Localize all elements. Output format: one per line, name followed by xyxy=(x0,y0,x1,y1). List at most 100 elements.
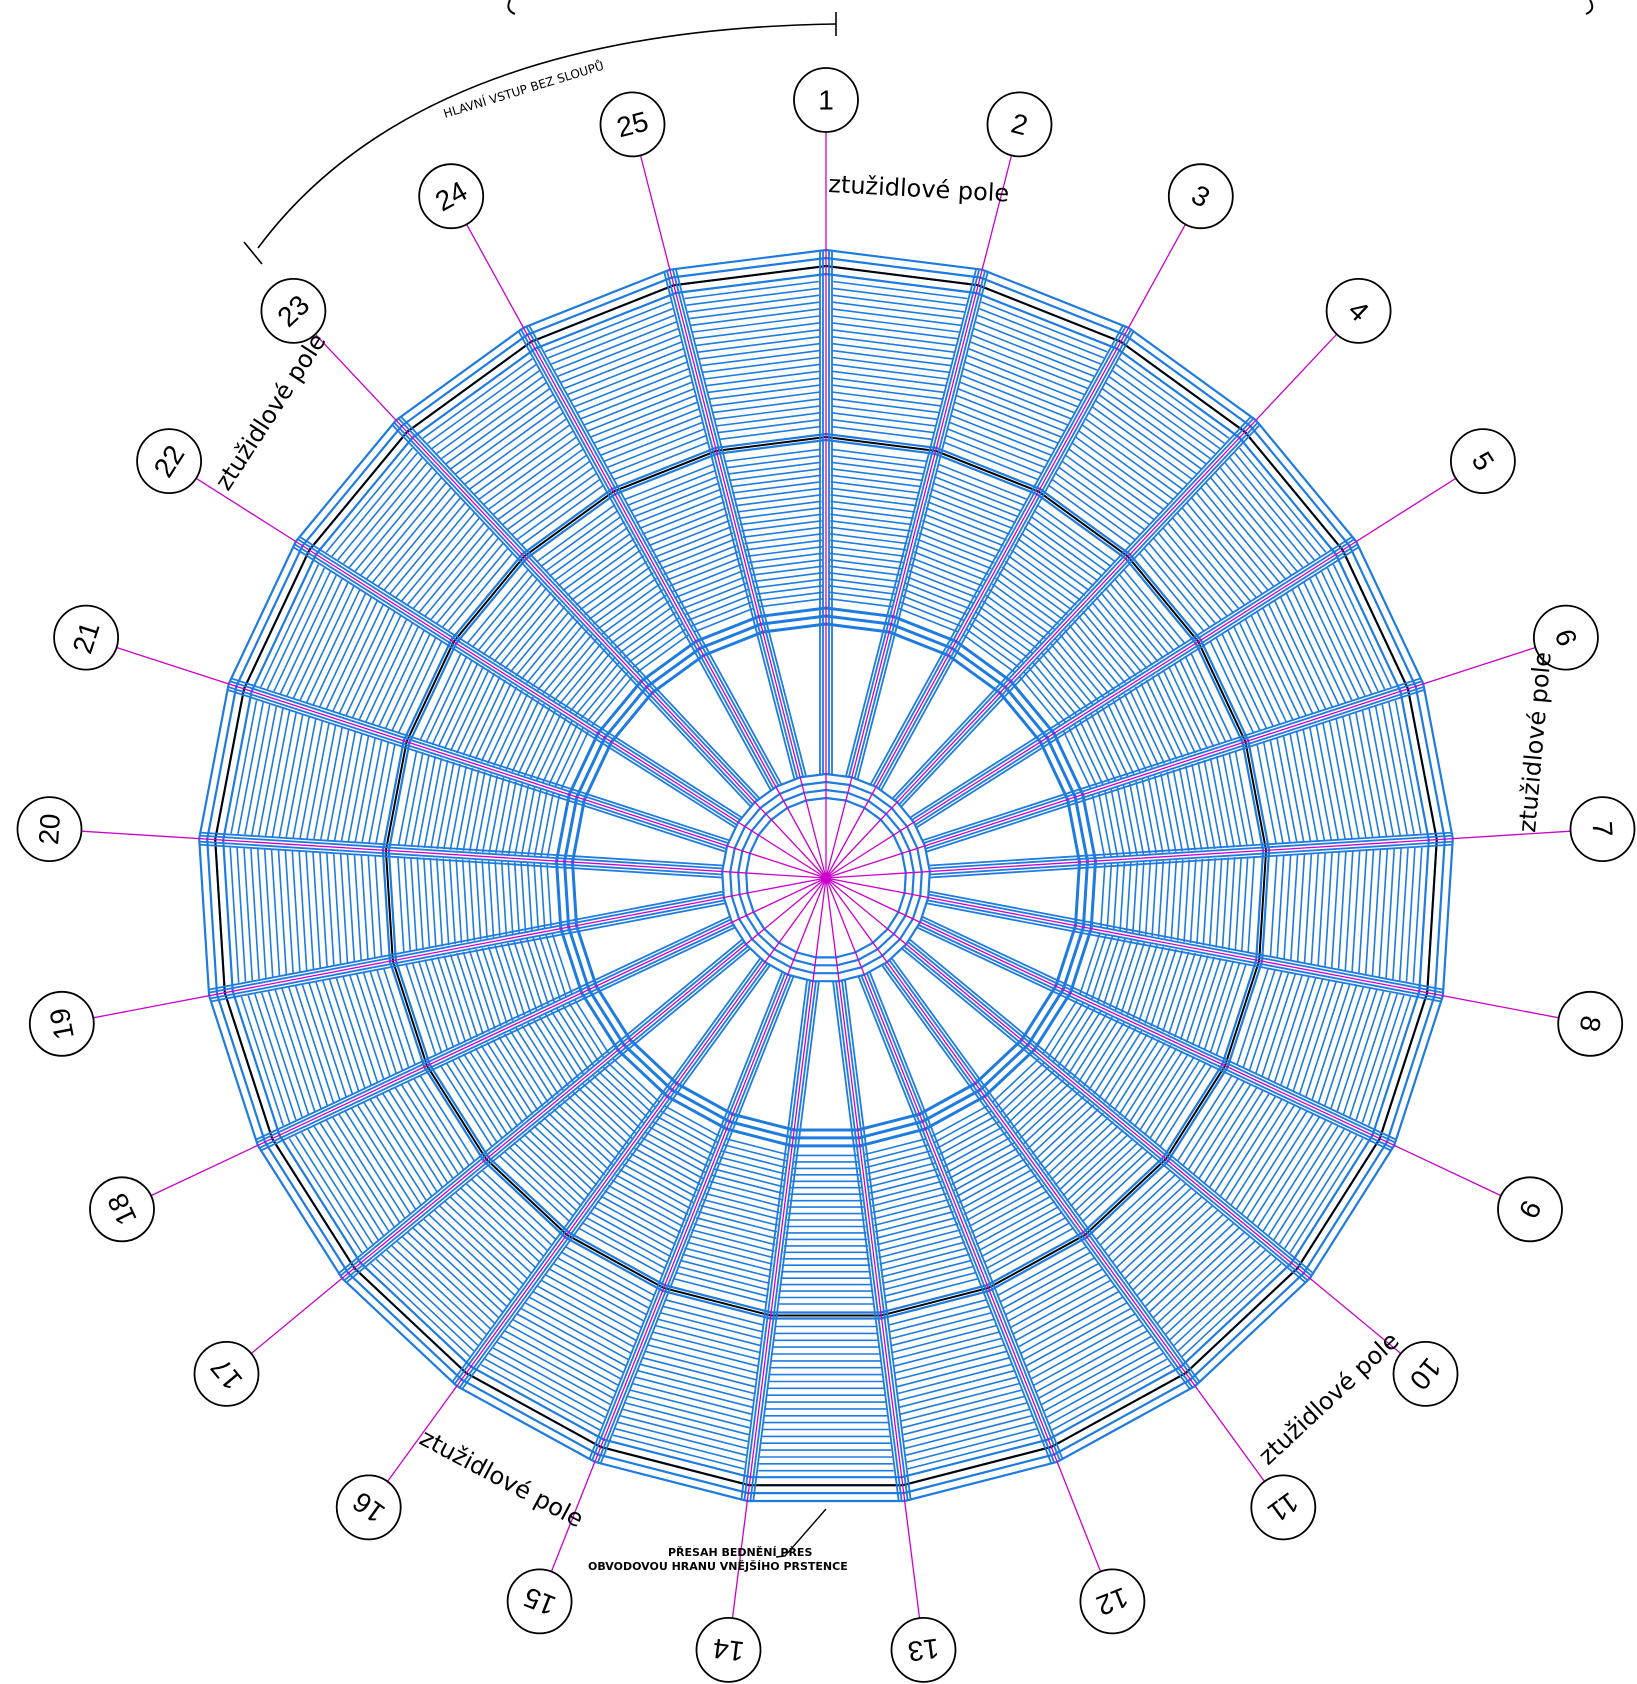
purlin xyxy=(376,969,410,1069)
purlin xyxy=(466,568,530,645)
purlin xyxy=(260,564,320,688)
purlin xyxy=(1317,852,1326,966)
purlin xyxy=(501,781,517,854)
purlin xyxy=(832,301,963,320)
purlin xyxy=(726,1138,788,1156)
purlin xyxy=(1273,975,1310,1083)
purlin xyxy=(615,1174,689,1216)
purlin xyxy=(470,1178,549,1252)
crown-ring-line xyxy=(737,788,915,967)
purlin xyxy=(391,1245,487,1335)
purlin xyxy=(462,769,480,851)
rafter-line xyxy=(460,965,771,1391)
purlin xyxy=(569,657,616,712)
purlin xyxy=(507,942,532,1013)
axis-number: 19 xyxy=(44,1006,80,1042)
rafter-line xyxy=(926,688,1426,853)
purlin xyxy=(832,287,966,306)
purlin xyxy=(574,999,610,1054)
purlin xyxy=(1132,1209,1219,1291)
purlin xyxy=(412,1227,504,1313)
purlin xyxy=(508,1146,579,1212)
rafter-line xyxy=(749,981,817,1502)
purlin xyxy=(623,617,680,659)
purlin xyxy=(1364,850,1375,975)
purlin xyxy=(423,1218,512,1302)
purlin xyxy=(1222,754,1242,848)
purlin xyxy=(649,1337,759,1367)
purlin xyxy=(1030,1318,1140,1380)
purlin xyxy=(831,418,935,434)
rafter-line xyxy=(666,270,799,779)
purlin xyxy=(488,1352,606,1418)
axis-bubble-icon xyxy=(1392,1341,1459,1407)
purlin xyxy=(403,856,412,953)
purlin xyxy=(474,683,512,760)
purlin xyxy=(441,547,509,629)
purlin xyxy=(1133,1050,1184,1128)
purlin xyxy=(1102,938,1126,1005)
axis-line xyxy=(825,646,1536,879)
purlin xyxy=(1147,542,1217,625)
purlin xyxy=(1011,1079,1065,1129)
rafter-line xyxy=(922,916,1398,1141)
purlin xyxy=(1042,1112,1105,1171)
purlin xyxy=(915,544,989,576)
purlin xyxy=(494,945,520,1019)
purlin xyxy=(1324,986,1364,1106)
purlin xyxy=(487,587,548,659)
purlin xyxy=(575,555,645,606)
purlin xyxy=(1106,863,1113,929)
purlin xyxy=(540,792,554,857)
purlin xyxy=(830,500,916,513)
purlin xyxy=(528,1296,632,1355)
purlin xyxy=(632,1382,752,1415)
purlin xyxy=(996,1245,1088,1297)
purlin xyxy=(586,387,695,432)
purlin xyxy=(1067,1013,1108,1075)
purlin xyxy=(1047,484,1132,546)
purlin xyxy=(721,1150,787,1169)
purlin xyxy=(686,1241,773,1265)
purlin xyxy=(1157,532,1229,618)
purlin xyxy=(1157,860,1165,938)
rafter-line xyxy=(910,535,1354,818)
purlin xyxy=(461,859,469,942)
purlin xyxy=(436,376,544,455)
purlin xyxy=(397,750,418,847)
leader-arrow-icon xyxy=(775,1508,827,1558)
purlin xyxy=(480,1364,601,1431)
purlin xyxy=(498,1154,571,1223)
purlin xyxy=(1170,860,1178,940)
purlin xyxy=(831,370,947,387)
purlin xyxy=(560,334,680,384)
purlin xyxy=(1112,370,1221,450)
purlin xyxy=(331,452,418,557)
purlin xyxy=(660,1110,718,1144)
purlin xyxy=(1202,858,1210,946)
purlin xyxy=(487,860,495,938)
purlin xyxy=(1184,765,1203,850)
purlin xyxy=(1394,700,1422,834)
purlin xyxy=(1344,851,1354,971)
purlin xyxy=(1088,1025,1131,1091)
purlin xyxy=(645,507,727,541)
axis-number: 7 xyxy=(1587,820,1619,837)
purlin xyxy=(830,481,920,494)
purlin xyxy=(471,573,534,649)
purlin xyxy=(966,628,1020,669)
purlin xyxy=(759,598,823,608)
purlin xyxy=(872,1192,947,1214)
overhang-note-line2: OBVODOVOU HRANU VNĚJŠÍHO PRSTENCE xyxy=(588,1560,848,1573)
purlin xyxy=(830,487,919,501)
purlin xyxy=(542,720,573,783)
purlin xyxy=(260,992,303,1118)
purlin xyxy=(1209,757,1229,849)
purlin xyxy=(969,622,1024,664)
purlin xyxy=(1283,854,1292,960)
purlin xyxy=(1248,970,1283,1072)
purlin xyxy=(1176,1074,1233,1163)
purlin xyxy=(963,1174,1037,1216)
purlin xyxy=(946,1136,1011,1174)
purlin xyxy=(1059,634,1110,695)
